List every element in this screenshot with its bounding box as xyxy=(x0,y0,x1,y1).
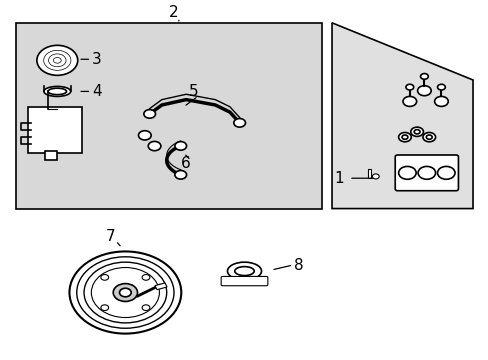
Ellipse shape xyxy=(227,262,261,280)
Text: 2: 2 xyxy=(169,5,179,20)
Circle shape xyxy=(142,305,150,311)
Bar xyxy=(155,283,167,290)
Circle shape xyxy=(402,96,416,107)
Circle shape xyxy=(101,275,108,280)
Ellipse shape xyxy=(44,86,71,96)
Text: 3: 3 xyxy=(92,52,102,67)
Circle shape xyxy=(138,131,151,140)
Circle shape xyxy=(372,174,378,179)
Circle shape xyxy=(417,166,435,179)
Text: 6: 6 xyxy=(181,157,191,171)
Circle shape xyxy=(113,284,137,301)
Circle shape xyxy=(143,110,155,118)
Circle shape xyxy=(437,166,454,179)
FancyBboxPatch shape xyxy=(221,276,267,286)
Polygon shape xyxy=(331,23,472,208)
Circle shape xyxy=(142,275,150,280)
Text: 4: 4 xyxy=(92,84,102,99)
Circle shape xyxy=(175,141,186,150)
Circle shape xyxy=(69,251,181,334)
Bar xyxy=(368,169,371,178)
Circle shape xyxy=(233,118,245,127)
Circle shape xyxy=(398,166,415,179)
Ellipse shape xyxy=(48,88,66,95)
Text: 5: 5 xyxy=(188,84,198,99)
Circle shape xyxy=(434,96,447,107)
Circle shape xyxy=(405,84,413,90)
FancyBboxPatch shape xyxy=(16,23,322,208)
Circle shape xyxy=(101,305,108,311)
Circle shape xyxy=(413,130,419,134)
Text: 7: 7 xyxy=(105,229,115,244)
Circle shape xyxy=(175,171,186,179)
Circle shape xyxy=(398,132,410,142)
Circle shape xyxy=(422,132,435,142)
FancyBboxPatch shape xyxy=(394,155,458,191)
Circle shape xyxy=(417,86,430,96)
Circle shape xyxy=(148,141,161,151)
Circle shape xyxy=(401,135,407,139)
Circle shape xyxy=(420,73,427,79)
Text: 1: 1 xyxy=(334,171,344,186)
FancyBboxPatch shape xyxy=(28,107,81,153)
Circle shape xyxy=(37,45,78,75)
Text: 8: 8 xyxy=(294,257,303,273)
Bar xyxy=(45,152,57,160)
Circle shape xyxy=(119,288,131,297)
Circle shape xyxy=(410,127,423,136)
Ellipse shape xyxy=(234,267,254,275)
Circle shape xyxy=(426,135,431,139)
Circle shape xyxy=(437,84,445,90)
